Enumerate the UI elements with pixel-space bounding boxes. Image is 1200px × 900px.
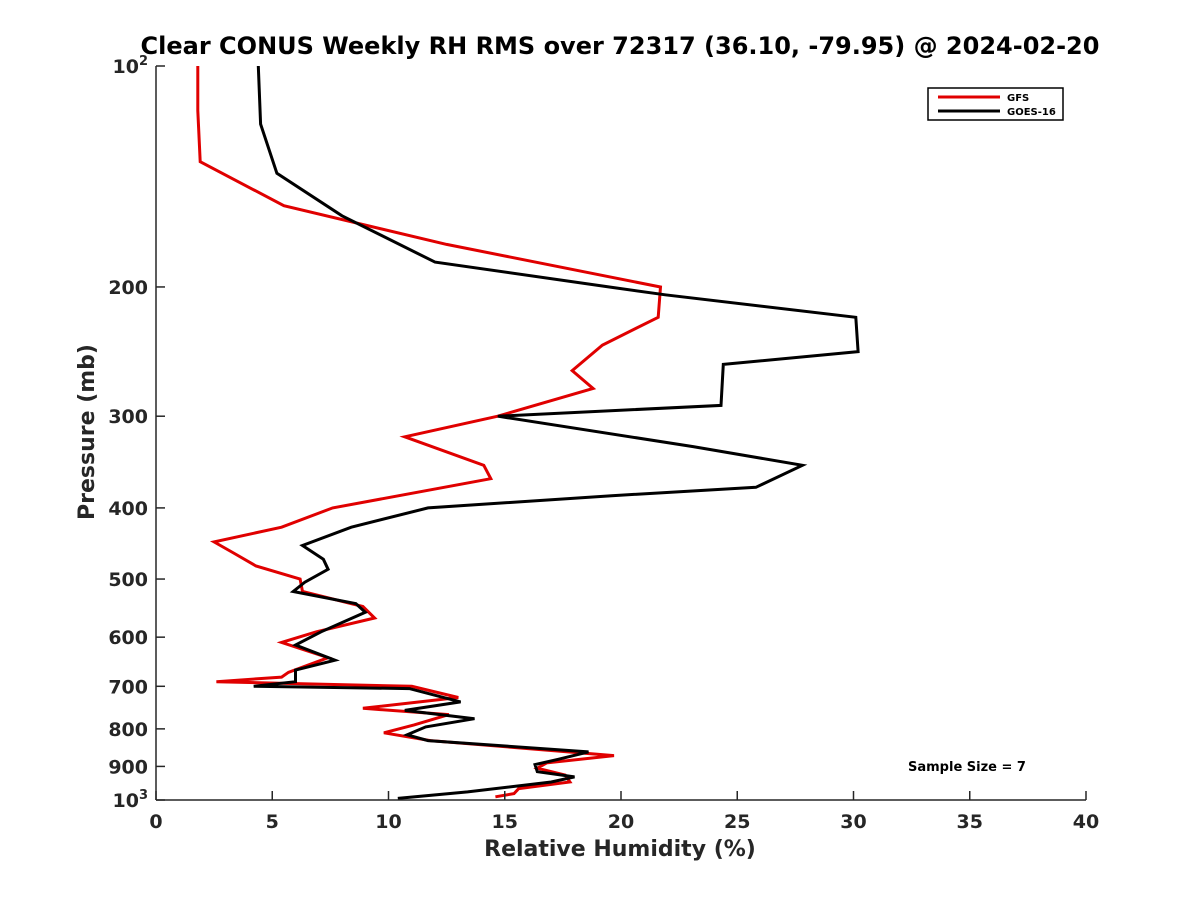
x-tick-label: 10 (375, 811, 401, 833)
axes-layer: 0 5 10 15 20 25 30 35 40 102 200 300 400 500 600 700 800… (108, 54, 1099, 833)
y-axis-label: Pressure (mb) (75, 344, 100, 520)
chart-title: Clear CONUS Weekly RH RMS over 72317 (36… (141, 32, 1100, 60)
y-tick-label: 200 (108, 277, 148, 299)
y-tick-label: 700 (108, 676, 148, 698)
x-tick-label: 40 (1073, 811, 1099, 833)
legend: GFS GOES-16 (927, 87, 1064, 121)
y-tick-label: 400 (108, 498, 148, 520)
legend-label-gfs: GFS (1007, 93, 1029, 104)
x-tick-label: 35 (957, 811, 983, 833)
y-tick-label: 900 (108, 756, 148, 778)
x-tick-label: 25 (724, 811, 750, 833)
series-line-goes-16 (253, 65, 860, 800)
x-axis-label: Relative Humidity (%) (484, 837, 756, 862)
y-tick-label: 103 (113, 788, 149, 812)
legend-label-goes-16: GOES-16 (1007, 107, 1056, 118)
x-tick-label: 30 (840, 811, 866, 833)
series-layer (196, 65, 860, 800)
sample-size-annotation: Sample Size = 7 (908, 760, 1026, 775)
y-tick-label: 102 (113, 54, 149, 78)
x-tick-label: 20 (608, 811, 634, 833)
x-tick-label: 0 (149, 811, 162, 833)
y-tick-label: 500 (108, 569, 148, 591)
x-tick-label: 15 (492, 811, 518, 833)
legend-box (927, 87, 1064, 121)
x-tick-label: 5 (266, 811, 279, 833)
y-tick-label: 800 (108, 719, 148, 741)
y-tick-label: 300 (108, 406, 148, 428)
y-tick-label: 600 (108, 627, 148, 649)
